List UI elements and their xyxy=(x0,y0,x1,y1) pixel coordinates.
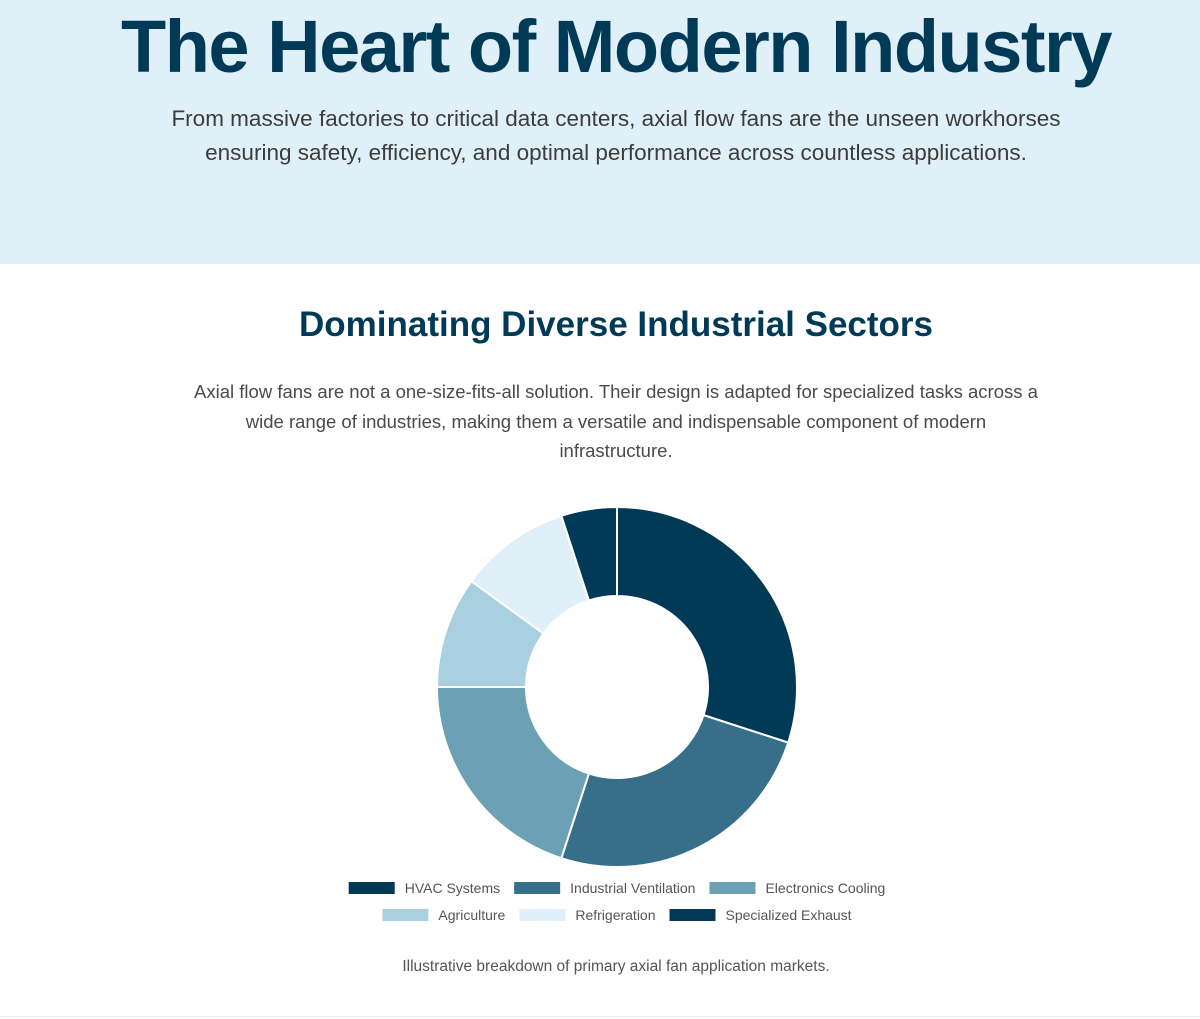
slice-hvac-systems[interactable] xyxy=(616,505,798,744)
legend-item-agriculture[interactable]: Agriculture xyxy=(382,907,506,923)
legend-label: Refrigeration xyxy=(575,907,655,923)
legend-label: HVAC Systems xyxy=(405,880,500,896)
legend-label: Industrial Ventilation xyxy=(570,880,695,896)
hero-subtitle: From massive factories to critical data … xyxy=(171,106,1061,165)
slice-industrial-ventilation[interactable] xyxy=(560,713,790,868)
legend-item-refrigeration[interactable]: Refrigeration xyxy=(519,907,656,923)
slice-specialized-exhaust[interactable] xyxy=(560,505,618,602)
doughnut-chart: HVAC Systems Industrial Ventilation Electr… xyxy=(348,505,885,923)
legend-label: Specialized Exhaust xyxy=(726,907,852,923)
legend-swatch xyxy=(519,909,566,921)
legend-item-specialized-exhaust[interactable]: Specialized Exhaust xyxy=(669,907,852,923)
legend-item-electronics-cooling[interactable]: Electronics Cooling xyxy=(709,880,885,896)
section-divider xyxy=(0,1016,1200,1017)
legend-item-industrial-ventilation[interactable]: Industrial Ventilation xyxy=(514,880,695,896)
legend-label: Agriculture xyxy=(438,907,505,923)
section-description: Axial flow fans are not a one-size-fits-… xyxy=(194,381,1038,461)
legend-swatch xyxy=(382,909,429,921)
hero-title: The Heart of Modern Industry xyxy=(121,5,1112,88)
legend-item-hvac-systems[interactable]: HVAC Systems xyxy=(348,880,500,896)
slice-electronics-cooling[interactable] xyxy=(435,686,591,860)
legend-swatch xyxy=(514,882,561,894)
hero-banner: The Heart of Modern Industry From massiv… xyxy=(0,0,1200,264)
legend-swatch xyxy=(709,882,756,894)
legend-swatch xyxy=(348,882,395,894)
chart-caption: Illustrative breakdown of primary axial … xyxy=(402,958,830,975)
section-title: Dominating Diverse Industrial Sectors xyxy=(298,305,934,344)
legend-label: Electronics Cooling xyxy=(765,880,885,896)
legend-swatch xyxy=(669,909,716,921)
